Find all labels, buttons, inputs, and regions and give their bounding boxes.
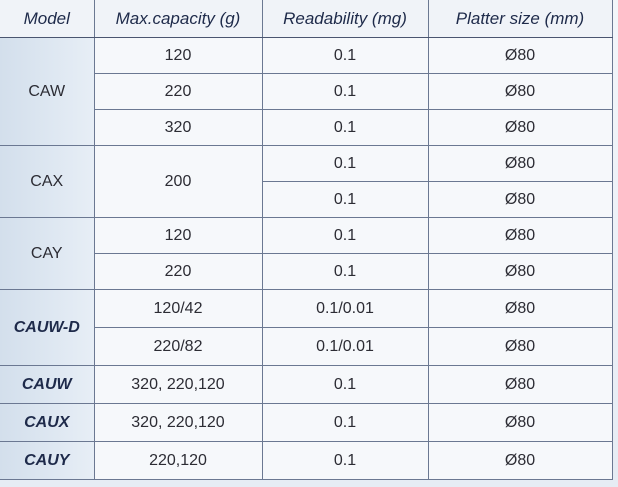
cell: 120/42 bbox=[93, 289, 263, 328]
model-cell: CAY bbox=[0, 217, 95, 290]
cell: Ø80 bbox=[427, 37, 613, 74]
cell: 0.1 bbox=[261, 37, 429, 74]
cell: Ø80 bbox=[427, 289, 613, 328]
cell: 320, 220,120 bbox=[93, 365, 263, 404]
cell: 200 bbox=[93, 145, 263, 218]
cell: 320 bbox=[94, 109, 263, 146]
cell: 120 bbox=[93, 37, 263, 74]
cell: Ø80 bbox=[427, 145, 613, 182]
model-cell: CAW bbox=[0, 37, 95, 146]
cell: Ø80 bbox=[427, 327, 613, 366]
cell: Ø80 bbox=[427, 365, 613, 404]
cell: Ø80 bbox=[427, 109, 613, 146]
model-cell: CAUY bbox=[0, 441, 95, 480]
cell: Ø80 bbox=[427, 253, 613, 290]
model-cell: CAX bbox=[0, 145, 95, 218]
cell: 220 bbox=[94, 73, 263, 110]
model-cell: CAUX bbox=[0, 403, 95, 442]
cell: 320, 220,120 bbox=[93, 403, 263, 442]
header-cell: Readability (mg) bbox=[261, 0, 429, 38]
cell: 120 bbox=[93, 217, 263, 254]
spec-table: Model Max.capacity (g) Readability (mg) … bbox=[0, 0, 613, 480]
cell: 0.1 bbox=[261, 403, 429, 442]
header-cell: Max.capacity (g) bbox=[93, 0, 263, 38]
cell: Ø80 bbox=[427, 181, 613, 218]
model-cell: CAUW bbox=[0, 365, 95, 404]
header-cell: Platter size (mm) bbox=[427, 0, 613, 38]
cell: 0.1 bbox=[261, 73, 429, 110]
cell: 0.1 bbox=[261, 441, 429, 480]
cell: Ø80 bbox=[427, 217, 613, 254]
cell: 0.1 bbox=[261, 145, 429, 182]
model-cell: CAUW-D bbox=[0, 289, 95, 366]
cell: Ø80 bbox=[427, 441, 613, 480]
cell: 220/82 bbox=[94, 327, 263, 366]
header-row: Model Max.capacity (g) Readability (mg) … bbox=[0, 0, 613, 38]
cell: 0.1 bbox=[261, 365, 429, 404]
cell: 220,120 bbox=[93, 441, 263, 480]
cell: 220 bbox=[94, 253, 263, 290]
header-cell: Model bbox=[0, 0, 95, 38]
cell: 0.1 bbox=[261, 109, 429, 146]
cell: 0.1 bbox=[261, 217, 429, 254]
cell: 0.1/0.01 bbox=[261, 327, 429, 366]
cell: 0.1 bbox=[261, 253, 429, 290]
cell: 0.1 bbox=[262, 181, 429, 218]
cell: Ø80 bbox=[427, 73, 613, 110]
cell: Ø80 bbox=[427, 403, 613, 442]
cell: 0.1/0.01 bbox=[261, 289, 429, 328]
